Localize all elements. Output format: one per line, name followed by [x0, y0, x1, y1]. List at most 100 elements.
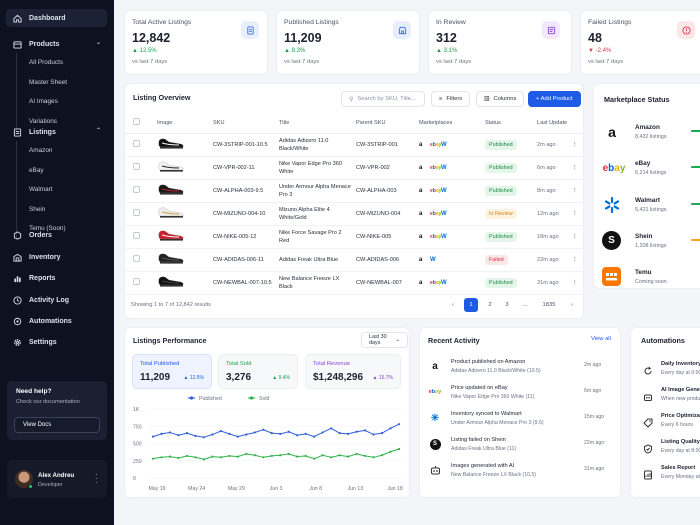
data-point [211, 433, 214, 436]
row-actions-icon[interactable]: ⋮ [572, 248, 584, 272]
table-row[interactable]: CW-ALPHA-003-9.5 Under Armour Alpha Menac… [124, 179, 584, 203]
row-checkbox[interactable] [133, 186, 140, 193]
marketplace-row-temu[interactable]: Temu Coming soon [602, 265, 700, 301]
subnav-ai-images[interactable]: AI Images [29, 98, 58, 106]
activity-item[interactable]: Images generated with AI New Balance Free… [428, 460, 608, 486]
col-parent-sku[interactable]: Parent SKU [356, 113, 419, 134]
filters-button[interactable]: ≡ Filters [431, 91, 471, 107]
automation-item[interactable]: Listing Quality C Every day at 8:00 [643, 439, 700, 463]
subnav-master-sheet[interactable]: Master Sheet [29, 78, 68, 86]
automation-item[interactable]: Daily Inventory S Every day at 6:00 [643, 361, 700, 385]
row-checkbox[interactable] [133, 255, 140, 262]
automation-item[interactable]: Price Optimizati Every 6 hours [643, 413, 700, 437]
data-point [380, 432, 384, 435]
table-row[interactable]: CW-MIZUNO-004-10 Mizuno Alpha Elite 4 Whi… [124, 202, 584, 226]
table-row[interactable]: CW-3STRIP-001-10.5 Adidas Adizero 11.0 Bl… [124, 133, 584, 157]
marketplace-row-amazon[interactable]: a Amazon 8,432 listings [602, 120, 700, 156]
col-title[interactable]: Title [279, 113, 356, 134]
chevron-down-icon[interactable]: ⌄ [95, 40, 101, 46]
data-point [253, 454, 256, 457]
data-point [347, 432, 350, 435]
subnav-variations[interactable]: Variations [29, 117, 57, 125]
data-point [397, 447, 401, 451]
row-actions-icon[interactable]: ⋮ [572, 225, 584, 249]
col-marketplaces[interactable]: Marketplaces [419, 113, 485, 134]
y-tick-label: 1K [133, 407, 140, 413]
status-badge: Published [485, 231, 517, 242]
user-profile[interactable]: Alex Andreu Developer · · · [7, 460, 107, 498]
range-select[interactable]: Last 30 days ⌄ [361, 332, 408, 348]
col-sku[interactable]: SKU [213, 113, 279, 134]
status-badge: Published [485, 277, 517, 288]
subnav-all-products[interactable]: All Products [29, 59, 64, 67]
row-checkbox[interactable] [133, 140, 140, 147]
nav-listings[interactable]: Listings ⌃ [6, 123, 107, 141]
chevron-up-icon[interactable]: ⌃ [95, 128, 101, 134]
activity-item[interactable]: a Product published on Amazon Adidas Adize… [428, 356, 608, 382]
last-update-cell: 18m ago [537, 225, 572, 249]
select-all-checkbox[interactable] [133, 118, 140, 126]
data-point [228, 432, 231, 435]
table-row[interactable]: CW-ADIDAS-006-11 Adidas Freak Ultra Blue C… [124, 248, 584, 272]
nav-products[interactable]: Products ⌄ [6, 35, 107, 53]
stat-label: Failed Listings [588, 19, 632, 26]
subnav-shein[interactable]: Shein [29, 205, 46, 213]
marketplace-row-shein[interactable]: S Shein 1,208 listings [602, 229, 700, 265]
table-row[interactable]: CW-VPR-002-11 Nike Vapor Edge Pro 360 Whi… [124, 156, 584, 180]
table-row[interactable]: CW-NIKE-005-12 Nike Force Savage Pro 2 Re… [124, 225, 584, 249]
prev-page-button[interactable]: ‹ [452, 302, 454, 308]
automation-item[interactable]: Sales Report Every Monday at [643, 465, 700, 489]
add-product-button[interactable]: + Add Product [528, 91, 581, 107]
walmart-icon [602, 195, 622, 215]
user-role: Developer [38, 482, 63, 488]
row-actions-icon[interactable]: ⋮ [572, 156, 584, 180]
subnav-temu[interactable]: Temu (Soon) [29, 225, 66, 233]
page-2-button[interactable]: 2 [488, 302, 492, 308]
col-status[interactable]: Status [485, 113, 537, 134]
activity-item[interactable]: ebay Price updated on eBay Nike Vapor Edge… [428, 382, 608, 408]
status-badge: Failed [485, 254, 508, 265]
marketplace-count: 6,214 listings [635, 170, 667, 176]
row-actions-icon[interactable]: ⋮ [572, 202, 584, 226]
nav-automations[interactable]: Automations [6, 312, 107, 330]
nav-dashboard[interactable]: Dashboard [6, 9, 107, 27]
marketplace-row-ebay[interactable]: ebay eBay 6,214 listings [602, 156, 700, 192]
marketplace-status-card: Marketplace Status a Amazon 8,432 listin… [593, 83, 700, 289]
col-last-update[interactable]: Last Update [537, 113, 572, 134]
row-actions-icon[interactable]: ⋮ [572, 133, 584, 157]
columns-button[interactable]: ▥ Columns [476, 91, 525, 107]
nav-settings[interactable]: Settings [6, 333, 107, 351]
nav-activity-log[interactable]: Activity Log [6, 291, 107, 309]
search-input[interactable]: ⚲ Search by SKU, Title... [341, 91, 425, 107]
activity-item[interactable]: ✳ Inventory synced to Walmart Under Armour… [428, 408, 608, 434]
row-checkbox[interactable] [133, 278, 140, 285]
table-row[interactable]: CW-NEWBAL-007-10.5 New Balance Freeze LX … [124, 271, 584, 295]
page-1-button[interactable]: 1 [464, 298, 478, 312]
nav-reports[interactable]: Reports [6, 269, 107, 287]
activity-item[interactable]: S Listing failed on Shein Adidas Freak Ult… [428, 434, 608, 460]
nav-inventory[interactable]: Inventory [6, 248, 107, 266]
marketplace-row-walmart[interactable]: Walmart 5,421 listings [602, 193, 700, 229]
data-point [168, 431, 172, 434]
row-checkbox[interactable] [133, 163, 140, 170]
automation-item[interactable]: AI Image Genera When new product [643, 387, 700, 411]
subnav-amazon[interactable]: Amazon [29, 147, 53, 155]
subnav-walmart[interactable]: Walmart [29, 186, 53, 194]
view-all-link[interactable]: View all [591, 336, 611, 342]
row-checkbox[interactable] [133, 209, 140, 216]
col-image[interactable]: Image [157, 113, 213, 134]
row-actions-icon[interactable]: ⋮ [572, 271, 584, 295]
listing-icon [241, 21, 259, 39]
data-point [338, 454, 341, 457]
page-3-button[interactable]: 3 [505, 302, 509, 308]
page-last-button[interactable]: 1835 [542, 302, 556, 308]
more-vertical-icon[interactable]: · · · [95, 470, 98, 487]
range-label: Last 30 days [369, 334, 387, 346]
nav-orders[interactable]: Orders [6, 226, 107, 244]
row-actions-icon[interactable]: ⋮ [572, 179, 584, 203]
view-docs-button[interactable]: View Docs [14, 417, 100, 433]
row-checkbox[interactable] [133, 232, 140, 239]
next-page-button[interactable]: › [571, 302, 573, 308]
subnav-ebay[interactable]: eBay [29, 166, 44, 174]
stat-compare: vs last 7 days [132, 59, 168, 65]
